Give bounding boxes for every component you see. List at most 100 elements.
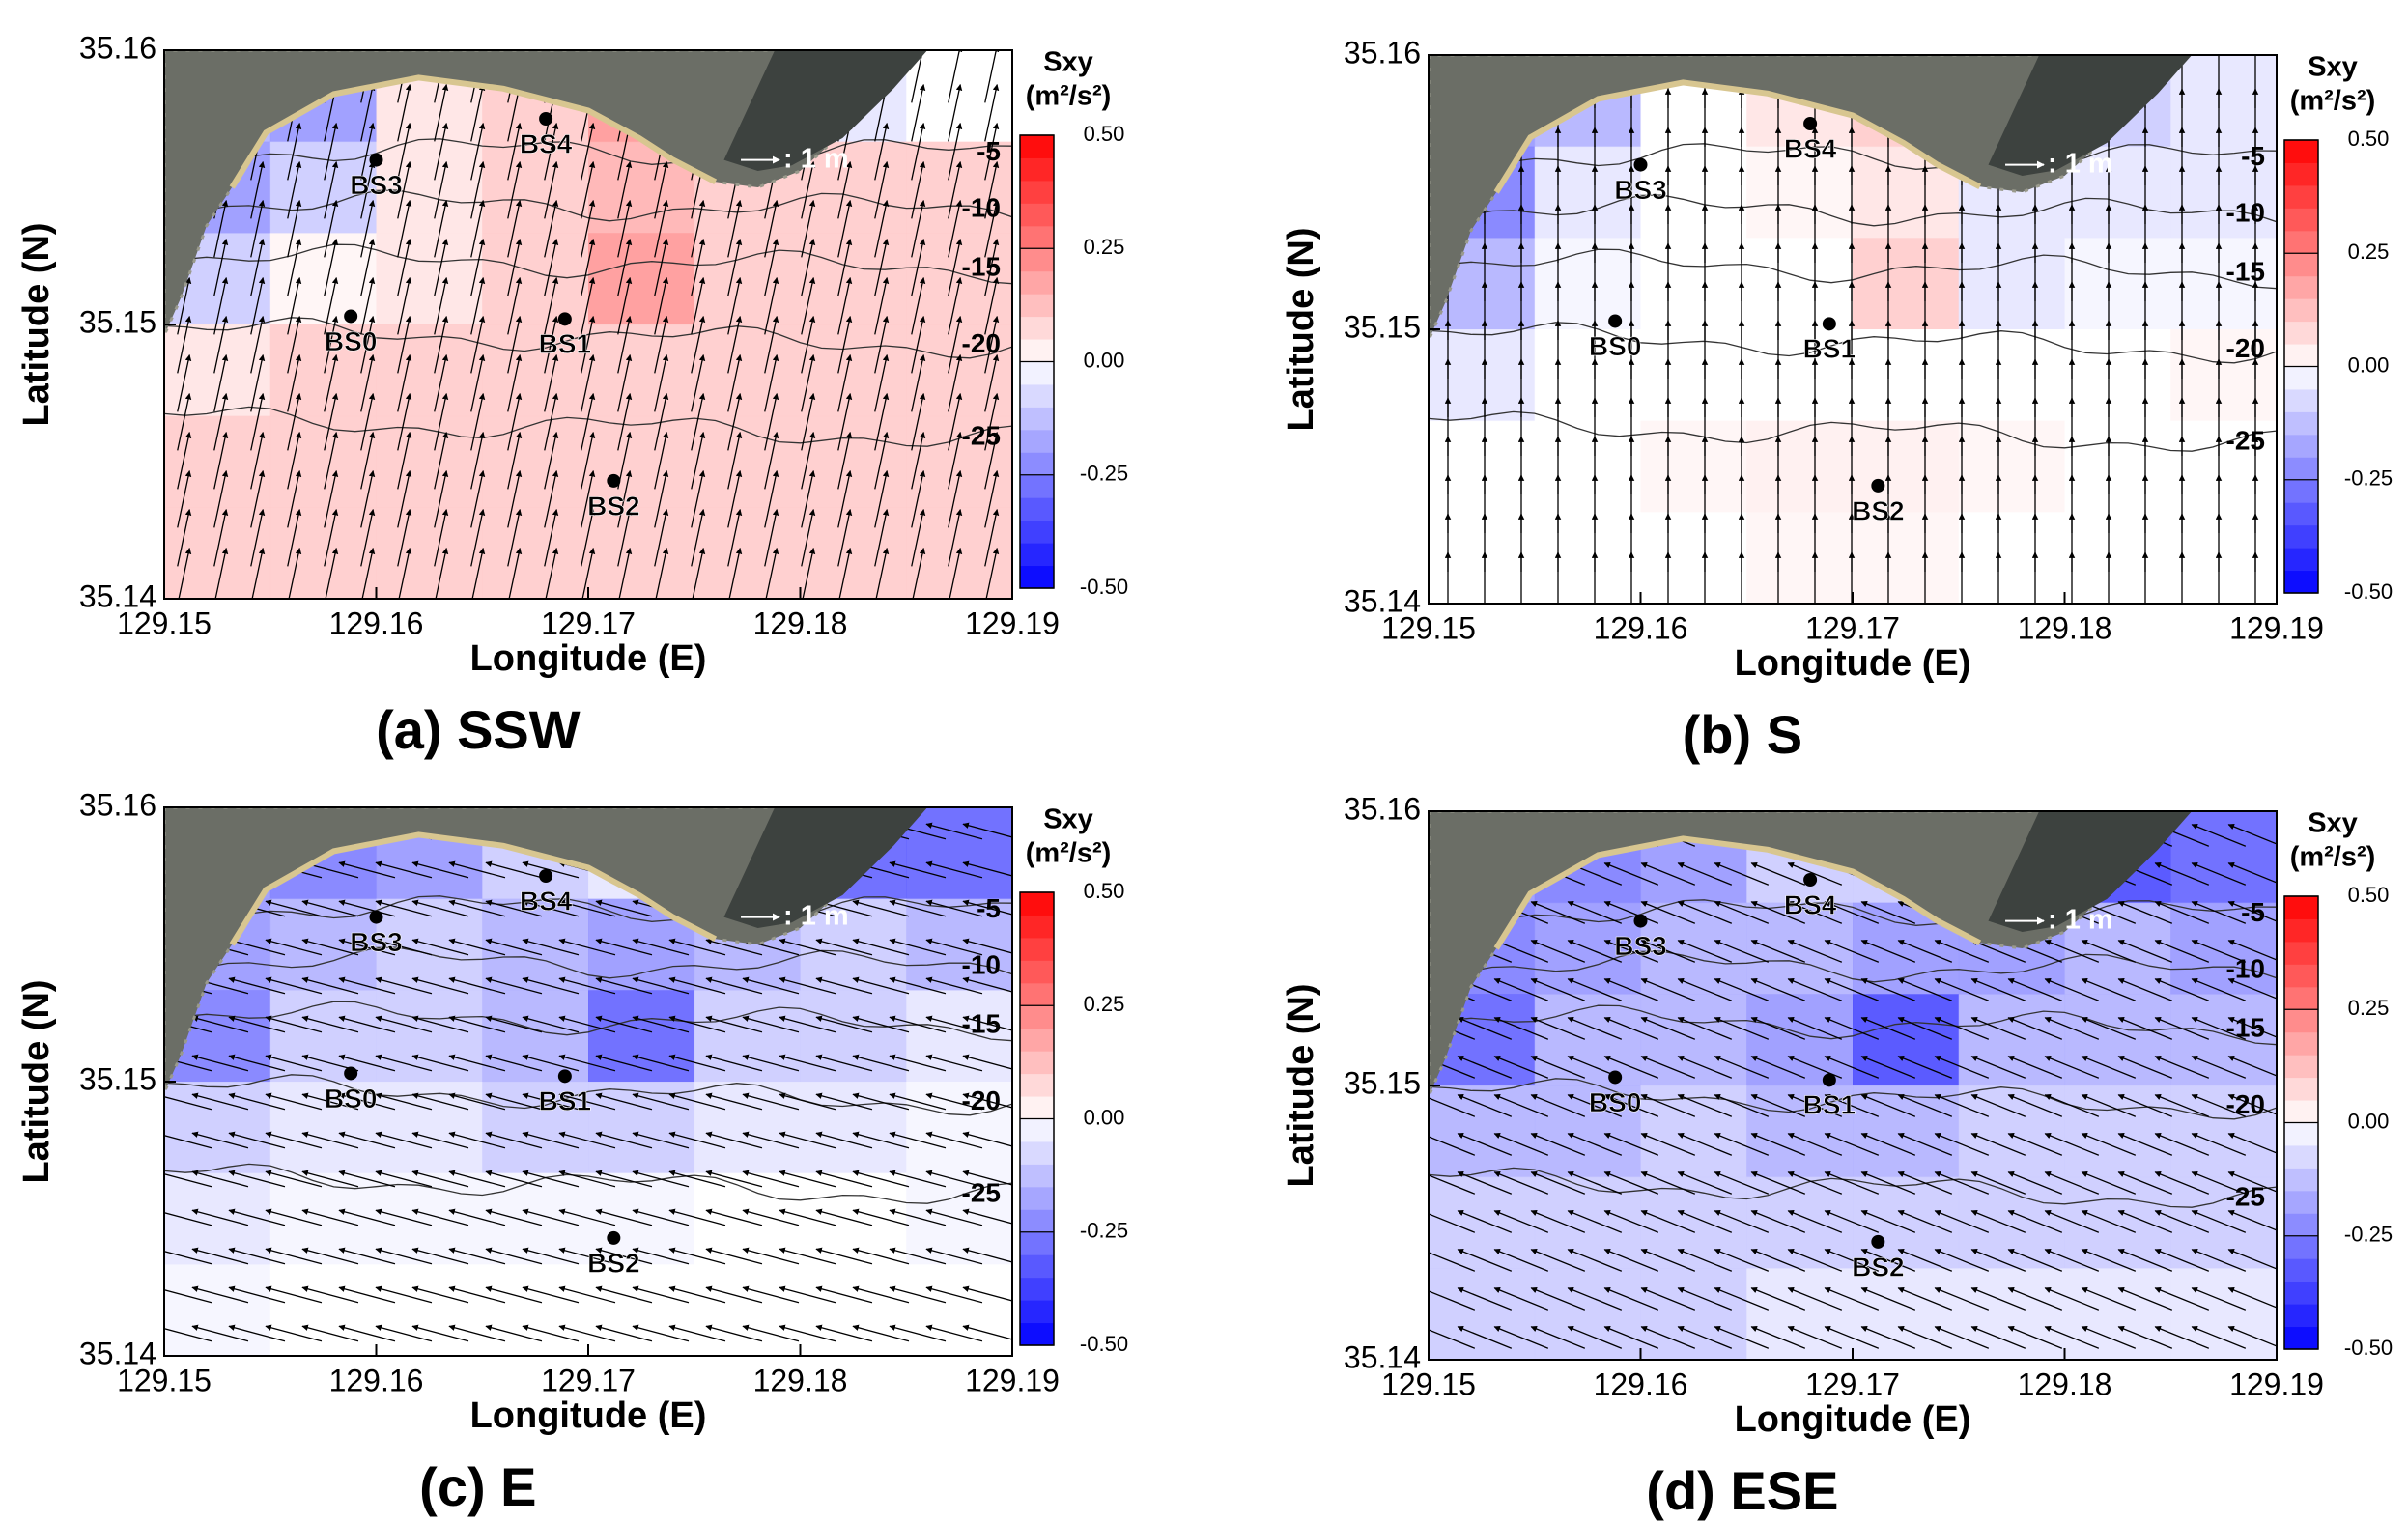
wave-vector: [1970, 1016, 2026, 1040]
contour-label: -5: [977, 136, 1001, 166]
field-cell: [2064, 1085, 2171, 1178]
colorbar-tick-label: 0.00: [1084, 1105, 1125, 1129]
wave-vector: [1429, 1252, 1476, 1272]
station-label: BS0: [1589, 331, 1641, 361]
wave-vector: [852, 1054, 910, 1072]
wave-vector: [2117, 1209, 2173, 1233]
wave-vector: [2227, 1093, 2277, 1115]
wave-vector: [507, 354, 523, 412]
wave-vector: [507, 161, 523, 219]
field-cell: [1958, 238, 2066, 330]
wave-vector: [1860, 1209, 1916, 1233]
field-cell: [1853, 512, 1960, 604]
wave-vector: [911, 84, 926, 142]
wave-vector: [911, 509, 926, 567]
wave-vector: [397, 239, 412, 296]
colorbar-band: [1020, 383, 1054, 408]
wave-vector: [852, 1324, 910, 1342]
wave-vector: [655, 548, 669, 599]
wave-vector: [1824, 1209, 1880, 1233]
wave-vector: [375, 938, 433, 956]
wave-vector: [742, 1247, 800, 1265]
wave-vector: [889, 1092, 947, 1111]
wave-vector: [948, 200, 963, 258]
x-tick-label: 129.16: [329, 606, 424, 640]
wave-vector: [470, 470, 486, 528]
wave-vector: [338, 1092, 396, 1111]
wave-vector: [802, 548, 816, 599]
wave-vector: [764, 200, 779, 258]
wave-vector: [434, 509, 449, 567]
colorbar-band: [1020, 294, 1054, 318]
wave-vector: [411, 1131, 469, 1149]
wave-vector: [911, 470, 926, 528]
station: [344, 309, 358, 324]
colorbar-band: [1020, 1073, 1054, 1097]
field-cell: [2170, 329, 2277, 422]
wave-vector: [1824, 1170, 1880, 1195]
depth-contour: [164, 1001, 1012, 1042]
field-cell: [482, 990, 589, 1083]
field-cell: [588, 324, 695, 417]
wave-vector: [360, 161, 376, 219]
x-tick-label: 129.18: [753, 1363, 848, 1397]
wave-vector: [815, 1170, 873, 1188]
field-cell: [1640, 994, 1747, 1086]
wave-vector: [324, 161, 339, 219]
wave-vector: [2227, 900, 2277, 922]
wave-vector: [668, 1247, 726, 1265]
field-cell: [1429, 329, 1536, 422]
colorbar-tick-label: 0.00: [2348, 352, 2390, 377]
wave-vector: [1429, 1213, 1476, 1233]
wave-vector: [375, 1247, 433, 1265]
wave-vector: [448, 1054, 506, 1072]
wave-vector: [705, 1285, 763, 1304]
wave-vector: [1640, 1093, 1696, 1117]
wave-vector: [265, 1324, 323, 1342]
field-cell: [2064, 420, 2171, 513]
wave-vector: [1897, 1093, 1953, 1117]
station-label: BS4: [1784, 889, 1837, 919]
wave-vector: [338, 938, 396, 956]
colorbar-tick-label: 0.25: [1084, 235, 1125, 259]
colorbar-band: [2284, 941, 2318, 965]
wave-vector: [375, 1285, 433, 1304]
wave-vector: [361, 548, 376, 599]
colorbar-tick-label: -0.50: [2344, 1336, 2393, 1360]
field-cell: [482, 1264, 589, 1356]
plot-area: : 1 m: [164, 807, 1012, 1356]
wave-vector: [912, 548, 926, 599]
x-tick-label: 129.16: [1594, 610, 1688, 645]
wave-vector: [874, 200, 890, 258]
wave-vector: [1787, 861, 1843, 886]
wave-vector: [485, 1092, 543, 1111]
wave-vector: [742, 1015, 800, 1033]
field-cell: [376, 141, 483, 234]
wave-vector: [911, 200, 926, 258]
wave-vector: [287, 393, 302, 451]
wave-vector: [558, 1247, 616, 1265]
wave-vector: [1493, 1209, 1549, 1233]
wave-vector: [250, 239, 266, 296]
wave-vector: [1429, 1136, 1476, 1156]
wave-vector: [544, 354, 559, 412]
wave-vector: [2191, 900, 2247, 924]
colorbar-band: [2284, 208, 2318, 232]
wave-vector: [338, 1247, 396, 1265]
wave-vector: [1640, 939, 1696, 963]
wave-vector: [1640, 1248, 1696, 1272]
field-cell: [1958, 512, 2066, 604]
wave-vector: [764, 239, 779, 296]
x-tick-label: 129.15: [1381, 610, 1476, 645]
station: [539, 112, 553, 126]
wave-vector: [742, 1170, 800, 1188]
x-axis-title: Longitude (E): [1735, 1399, 1971, 1440]
wave-vector: [397, 200, 412, 258]
wave-vector: [228, 1131, 286, 1149]
station: [1633, 914, 1648, 928]
wave-vector: [984, 161, 1000, 219]
wave-vector: [2154, 1055, 2210, 1079]
y-tick-label: 35.15: [79, 304, 156, 339]
field-cell: [1429, 1268, 1536, 1360]
wave-vector: [338, 1131, 396, 1149]
